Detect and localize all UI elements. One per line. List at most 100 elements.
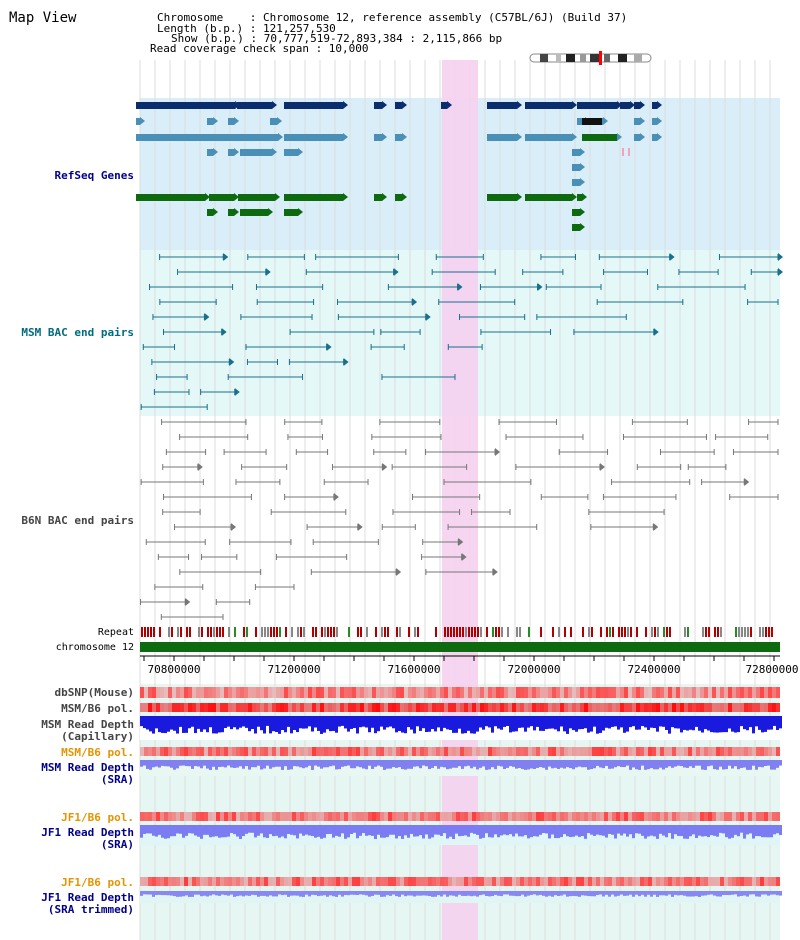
heat-cell [368, 687, 372, 698]
depth-bar [548, 891, 551, 896]
track-label-msm-read-depth-sra[interactable]: MSM Read Depth [41, 761, 134, 774]
depth-bar [506, 825, 509, 836]
heat-cell [304, 747, 308, 756]
depth-bar [287, 716, 290, 727]
depth-bar [656, 760, 659, 770]
heat-cell [504, 812, 508, 821]
depth-bar [485, 825, 488, 834]
depth-bar [380, 716, 383, 727]
depth-bar [263, 716, 266, 734]
track-label-msm-b6-pol[interactable]: MSM/B6 pol. [61, 702, 134, 715]
track-label-jf1-b6-pol[interactable]: JF1/B6 pol. [61, 811, 134, 824]
depth-bar [206, 716, 209, 733]
depth-bar [503, 716, 506, 727]
repeat-track[interactable] [141, 627, 773, 637]
heat-cell [164, 877, 168, 886]
track-label-dbsnp[interactable]: dbSNP(Mouse) [54, 686, 134, 699]
depth-bar [611, 891, 614, 895]
depth-bar [779, 716, 782, 729]
depth-bar [734, 716, 737, 733]
track-label-jf1-read-depth-sra[interactable]: JF1 Read Depth [41, 826, 134, 839]
repeat-element [357, 627, 359, 637]
heat-cell [652, 877, 656, 886]
heat-cell [512, 747, 516, 756]
refseq-genes-track[interactable] [136, 101, 662, 231]
depth-bar [641, 716, 644, 727]
heat-cell [464, 812, 468, 821]
repeat-element [564, 627, 566, 637]
depth-bar [629, 760, 632, 770]
depth-bar [194, 760, 197, 767]
heat-cell [268, 747, 272, 756]
depth-bar [353, 825, 356, 833]
heat-cell [472, 812, 476, 821]
b6n-bac-track[interactable] [140, 419, 779, 620]
heat-cell [720, 703, 724, 712]
depth-bar [224, 891, 227, 896]
polymorphism-heat-tracks[interactable] [140, 687, 780, 886]
depth-bar [761, 760, 764, 768]
depth-bar [293, 716, 296, 731]
bac-end-arrow [357, 523, 363, 531]
chromosome-ideogram[interactable] [529, 51, 652, 65]
heat-cell [748, 703, 752, 712]
axis-tick-label: 72800000 [746, 663, 799, 676]
heat-cell [696, 687, 700, 698]
heat-cell [616, 877, 620, 886]
depth-bar [368, 825, 371, 836]
depth-bar [197, 760, 200, 767]
depth-bar [374, 825, 377, 839]
heat-cell [324, 703, 328, 712]
depth-bar [206, 825, 209, 835]
heat-cell [684, 703, 688, 712]
depth-bar [701, 891, 704, 896]
depth-bar [200, 760, 203, 769]
gene-strand-arrow [213, 208, 218, 216]
repeat-element [714, 627, 716, 637]
track-label-jf1-read-depth-trimmed[interactable]: JF1 Read Depth [41, 891, 134, 904]
track-label-msm-read-depth-capillary[interactable]: MSM Read Depth [41, 718, 134, 731]
track-label-b6n-bac[interactable]: B6N BAC end pairs [21, 514, 134, 527]
depth-bar [632, 760, 635, 768]
heat-cell [436, 747, 440, 756]
heat-cell [604, 703, 608, 712]
read-depth-tracks[interactable] [140, 716, 782, 903]
depth-bar [263, 760, 266, 769]
track-label-jf1-b6-pol-trimmed[interactable]: JF1/B6 pol. [61, 876, 134, 889]
heat-cell [716, 687, 720, 698]
depth-bar [752, 760, 755, 766]
heat-cell [288, 747, 292, 756]
depth-bar [473, 825, 476, 834]
heat-cell [412, 703, 416, 712]
depth-bar [764, 891, 767, 895]
depth-bar [581, 891, 584, 896]
track-label-msm-b6-pol-sra[interactable]: MSM/B6 pol. [61, 746, 134, 759]
heat-cell [492, 812, 496, 821]
depth-bar [284, 716, 287, 733]
heat-cell [408, 687, 412, 698]
heat-cell [172, 687, 176, 698]
heat-cell [172, 747, 176, 756]
selected-region-highlight[interactable] [442, 60, 478, 940]
depth-bar [218, 891, 221, 896]
heat-cell [316, 877, 320, 886]
depth-bar [470, 891, 473, 897]
depth-bar [452, 760, 455, 768]
heat-cell [300, 703, 304, 712]
track-sublabel-capillary: (Capillary) [61, 730, 134, 743]
depth-bar [317, 825, 320, 837]
depth-bar [293, 825, 296, 836]
heat-cell [360, 703, 364, 712]
depth-bar [626, 760, 629, 766]
depth-bar [740, 760, 743, 768]
track-label-refseq[interactable]: RefSeq Genes [54, 169, 134, 182]
gene-strand-arrow [402, 101, 407, 109]
heat-cell [476, 877, 480, 886]
track-label-msm-bac[interactable]: MSM BAC end pairs [21, 326, 134, 339]
depth-bar [662, 891, 665, 896]
heat-cell [464, 877, 468, 886]
heat-cell [600, 812, 604, 821]
heat-cell [640, 877, 644, 886]
msm-bac-track[interactable] [140, 253, 783, 410]
